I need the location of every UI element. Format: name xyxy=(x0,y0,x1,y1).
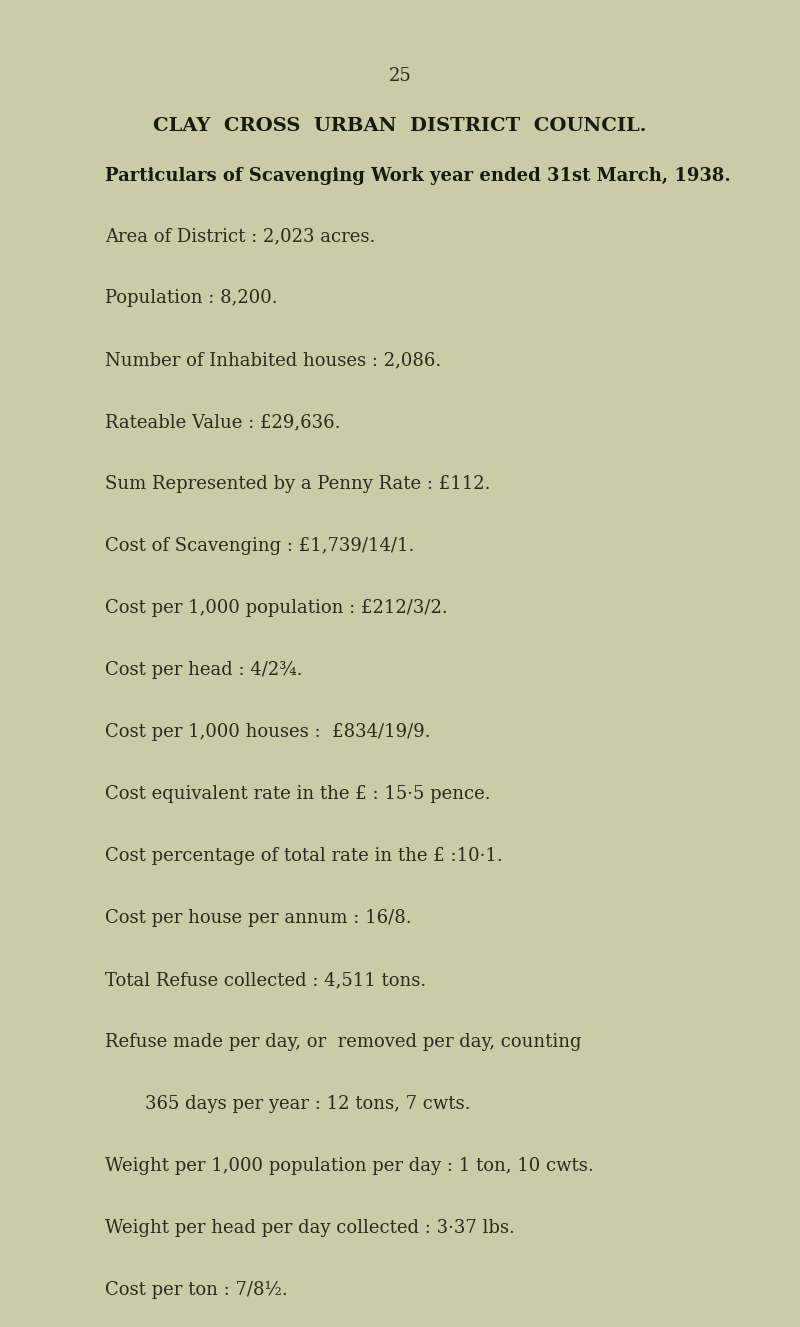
Text: Area of District : 2,023 acres.: Area of District : 2,023 acres. xyxy=(105,227,375,245)
Text: Total Refuse collected : 4,511 tons.: Total Refuse collected : 4,511 tons. xyxy=(105,971,426,989)
Text: Cost per ton : 7/8½.: Cost per ton : 7/8½. xyxy=(105,1281,288,1299)
Text: Cost per head : 4/2¾.: Cost per head : 4/2¾. xyxy=(105,661,302,679)
Text: 25: 25 xyxy=(389,66,411,85)
Text: Cost of Scavenging : £1,739/14/1.: Cost of Scavenging : £1,739/14/1. xyxy=(105,537,414,555)
Text: Cost per 1,000 population : £212/3/2.: Cost per 1,000 population : £212/3/2. xyxy=(105,598,448,617)
Text: Sum Represented by a Penny Rate : £112.: Sum Represented by a Penny Rate : £112. xyxy=(105,475,490,494)
Text: Weight per 1,000 population per day : 1 ton, 10 cwts.: Weight per 1,000 population per day : 1 … xyxy=(105,1157,594,1174)
Text: Cost percentage of total rate in the £ :10·1.: Cost percentage of total rate in the £ :… xyxy=(105,847,502,865)
Text: CLAY  CROSS  URBAN  DISTRICT  COUNCIL.: CLAY CROSS URBAN DISTRICT COUNCIL. xyxy=(154,117,646,135)
Text: Population : 8,200.: Population : 8,200. xyxy=(105,289,278,307)
Text: Particulars of Scavenging Work year ended 31st March, 1938.: Particulars of Scavenging Work year ende… xyxy=(105,167,730,184)
Text: Refuse made per day, or  removed per day, counting: Refuse made per day, or removed per day,… xyxy=(105,1032,582,1051)
Text: 365 days per year : 12 tons, 7 cwts.: 365 days per year : 12 tons, 7 cwts. xyxy=(145,1095,470,1113)
Text: Cost equivalent rate in the £ : 15·5 pence.: Cost equivalent rate in the £ : 15·5 pen… xyxy=(105,786,490,803)
Text: Number of Inhabited houses : 2,086.: Number of Inhabited houses : 2,086. xyxy=(105,352,442,369)
Text: Weight per head per day collected : 3·37 lbs.: Weight per head per day collected : 3·37… xyxy=(105,1220,515,1237)
Text: Rateable Value : £29,636.: Rateable Value : £29,636. xyxy=(105,413,341,431)
Text: Cost per 1,000 houses :  £834/19/9.: Cost per 1,000 houses : £834/19/9. xyxy=(105,723,430,740)
Text: Cost per house per annum : 16/8.: Cost per house per annum : 16/8. xyxy=(105,909,412,928)
